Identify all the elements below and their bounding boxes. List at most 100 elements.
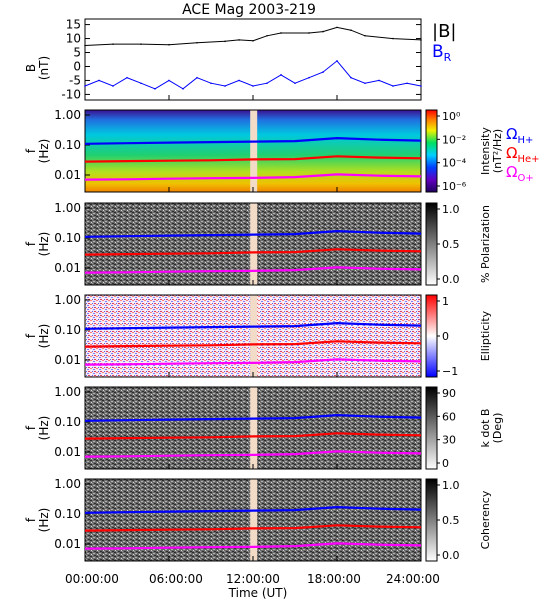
kdotb-colorbar-title: k dot B [479,409,492,448]
intensity-ytick-label: 1.00 [54,108,81,122]
x-tick-label-3: 18:00:00 [307,572,361,586]
polarization-ytick-label: 0.01 [54,261,81,275]
kdotb-ytick-label: 0.01 [54,445,81,459]
polarization-ytick-label: 1.00 [54,201,81,215]
intensity-data-gap [250,110,258,192]
intensity-panel: 1.00 0.10 0.01 f (Hz) 10⁰ 10⁻² 10⁻⁴ 10⁻⁶ Intensit… [24,108,504,193]
omega-o-symbol: Ω [506,163,517,181]
intensity-gyro-he-line [84,155,422,163]
polarization-gyro-he-line [84,248,422,256]
b-ytick-label: 15 [66,18,81,32]
kdotb-ytick-label: 0.10 [54,415,81,429]
polarization-colorbar-label: 1.0 [442,203,460,216]
ellipticity-colorbar [425,294,438,378]
coherency-gyro-o-line [84,542,422,550]
b-ytick-label: -5 [69,73,81,87]
kdotb-colorbar-label: 30 [442,434,456,447]
intensity-colorbar-label: 10⁻⁶ [442,180,467,193]
intensity-colorbar-label: 10⁻² [442,133,466,146]
legend-omega-he: ΩHe+ [506,144,540,165]
kdotb-gyro-o-line [84,450,422,458]
x-tick-label-1: 06:00:00 [149,572,203,586]
ellipticity-data-gap [250,295,258,377]
polarization-colorbar [425,202,438,286]
coherency-panel: 1.00 0.10 0.01 f (Hz) 1.0 0.5 0.0 Coherency [24,477,492,562]
br-series-line [84,60,422,90]
figure-title: ACE Mag 2003-219 [182,2,316,18]
coherency-colorbar-label: 0.0 [442,549,460,562]
intensity-yunit: (Hz) [37,139,51,164]
kdotb-yunit: (Hz) [37,416,51,441]
ellipticity-colorbar-title: Ellipticity [479,310,492,361]
ellipticity-panel: 1.00 0.10 0.01 f (Hz) 1 0 −1 Ellipticity [24,293,492,378]
ellipticity-gyro-o-line [84,358,422,366]
legend-br-main: B [432,42,444,62]
ellipticity-colorbar-label: 0 [442,330,449,343]
intensity-colorbar-title: Intensity [479,127,492,175]
coherency-colorbar-label: 1.0 [442,479,460,492]
x-axis-label: Time (UT) [228,586,288,600]
polarization-colorbar-title: % Polarization [479,205,492,283]
omega-he-symbol: Ω [506,144,517,162]
kdotb-colorbar [425,386,438,470]
intensity-colorbar [425,109,438,193]
legend-omega-o: ΩO+ [506,163,534,184]
polarization-ytick-label: 0.10 [54,231,81,245]
omega-he-sub: He+ [517,154,539,165]
polarization-gyro-o-line [84,266,422,274]
intensity-ylabel: f [24,148,38,153]
x-tick-label-0: 00:00:00 [65,572,119,586]
coherency-ytick-label: 1.00 [54,477,81,491]
legend-absb: |B| [432,21,456,42]
ellipticity-colorbar-label: 1 [442,295,449,308]
coherency-colorbar-title: Coherency [479,490,492,549]
omega-h-sub: H+ [517,135,533,146]
intensity-ytick-label: 0.01 [54,168,81,182]
polarization-ylabel: f [24,241,38,246]
coherency-data-gap [250,479,258,561]
b-ylabel: B [24,64,38,72]
coherency-ylabel: f [24,517,38,522]
legend-br: BR [432,42,452,64]
b-yunit: (nT) [37,56,51,80]
x-axis: 00:00:00 06:00:00 12:00:00 18:00:00 24:0… [65,572,440,600]
omega-h-symbol: Ω [506,125,517,143]
kdotb-ytick-label: 1.00 [54,385,81,399]
legend-omega-h: ΩH+ [506,125,533,146]
intensity-gyro-h-line [84,136,422,145]
kdotb-data-gap [250,387,258,469]
kdotb-colorbar-unit: (Deg) [491,413,504,444]
b-ytick-label: 10 [66,32,81,46]
polarization-yunit: (Hz) [37,232,51,257]
intensity-colorbar-label: 10⁰ [442,110,461,123]
x-tick-label-4: 24:00:00 [386,572,440,586]
absb-series-line [84,26,422,46]
polarization-gyro-h-line [84,229,422,238]
b-ytick-label: 0 [73,59,81,73]
kdotb-ylabel: f [24,425,38,430]
ellipticity-gyro-he-line [84,340,422,348]
intensity-colorbar-label: 10⁻⁴ [442,157,467,170]
kdotb-gyro-he-line [84,432,422,440]
kdotb-gyro-h-line [84,413,422,422]
ellipticity-colorbar-label: −1 [442,365,458,378]
kdotb-panel: 1.00 0.10 0.01 f (Hz) 90 60 30 0 k dot B (Deg) [24,385,504,470]
coherency-ytick-label: 0.10 [54,507,81,521]
ellipticity-yunit: (Hz) [37,324,51,349]
polarization-panel: 1.00 0.10 0.01 f (Hz) 1.0 0.5 0.0 % Polarization [24,201,492,286]
omega-o-sub: O+ [517,173,533,184]
kdotb-colorbar-label: 90 [442,387,456,400]
coherency-colorbar [425,478,438,562]
gyro-legend: ΩH+ ΩHe+ ΩO+ [506,125,540,184]
coherency-gyro-he-line [84,524,422,532]
polarization-colorbar-label: 0.0 [442,273,460,286]
ellipticity-ylabel: f [24,333,38,338]
intensity-gyro-o-line [84,173,422,181]
b-panel-frame [84,18,422,101]
coherency-yunit: (Hz) [37,508,51,533]
kdotb-colorbar-label: 0 [442,457,449,470]
ellipticity-gyro-h-line [84,321,422,330]
intensity-ytick-label: 0.10 [54,138,81,152]
